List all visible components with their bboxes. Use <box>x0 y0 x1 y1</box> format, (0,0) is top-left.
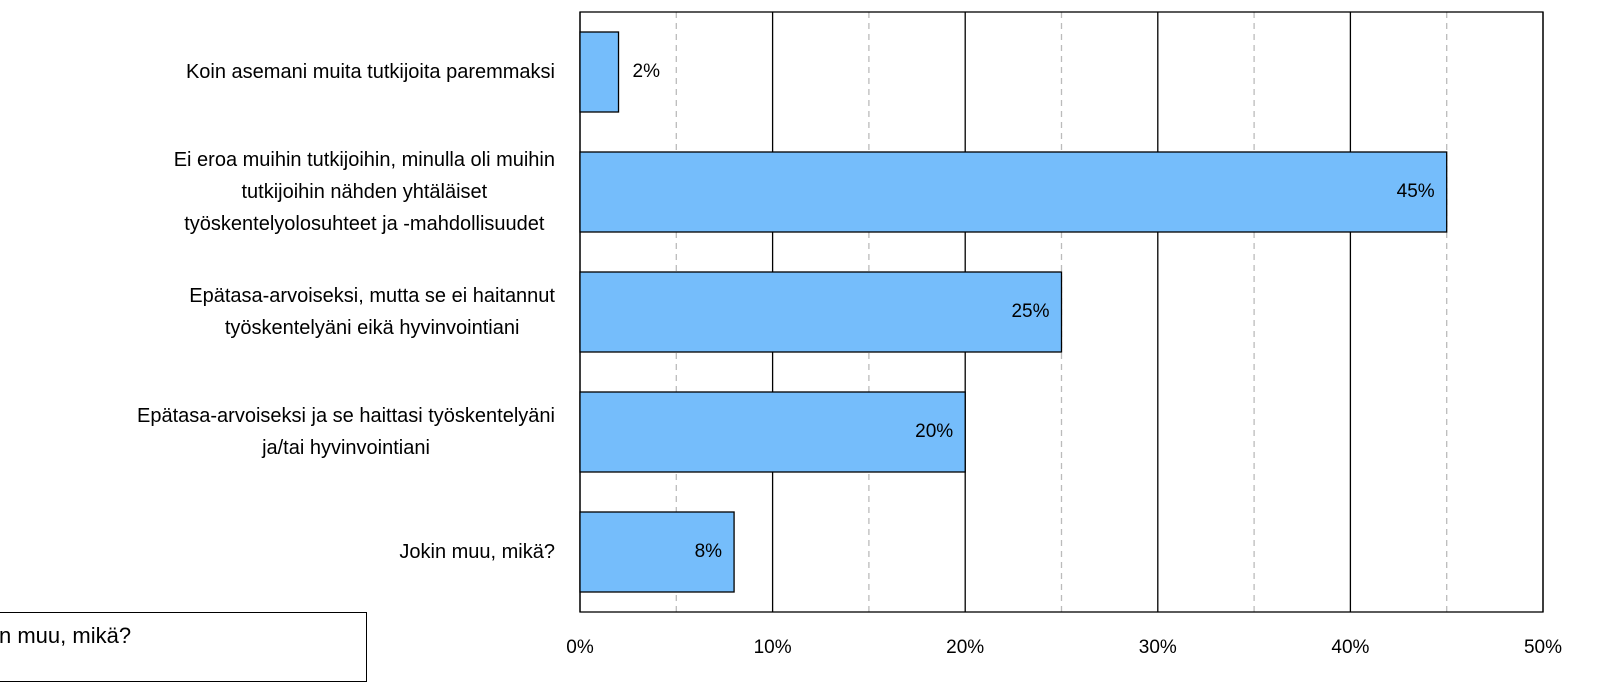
category-label: Ei eroa muihin tutkijoihin, minulla oli … <box>173 149 555 235</box>
x-tick-label: 30% <box>1139 637 1177 658</box>
category-label: Jokin muu, mikä? <box>399 541 555 563</box>
value-label: 2% <box>633 61 661 82</box>
value-label: 25% <box>1011 301 1049 322</box>
category-label: Epätasa-arvoiseksi, mutta se ei haitannu… <box>189 285 555 339</box>
bar <box>579 511 735 593</box>
category-label: Koin asemani muita tutkijoita paremmaksi <box>185 61 555 83</box>
value-label: 20% <box>915 421 953 442</box>
value-label: 8% <box>695 541 723 562</box>
bar <box>579 271 1063 353</box>
category-label: Epätasa-arvoiseksi ja se haittasi työske… <box>137 405 555 459</box>
bar <box>579 391 966 473</box>
x-tick-label: 10% <box>754 637 792 658</box>
bar <box>579 31 620 113</box>
x-tick-label: 0% <box>566 637 594 658</box>
bar <box>579 151 1448 233</box>
annotation-box: n muu, mikä? <box>0 612 367 682</box>
value-label: 45% <box>1397 181 1435 202</box>
x-tick-label: 40% <box>1331 637 1369 658</box>
x-tick-label: 50% <box>1524 637 1562 658</box>
x-tick-label: 20% <box>946 637 984 658</box>
